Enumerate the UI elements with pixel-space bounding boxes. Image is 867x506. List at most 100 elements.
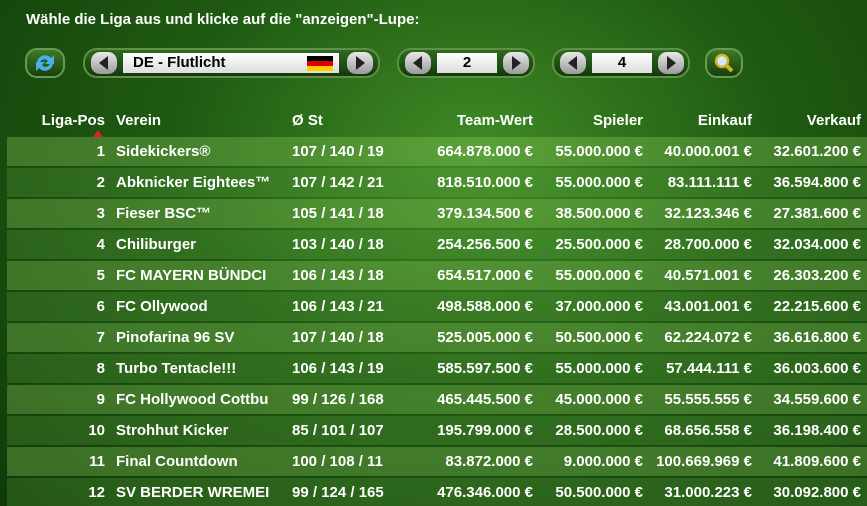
table-cell: 34.559.600 €	[773, 391, 861, 408]
column-header[interactable]: Spieler	[592, 112, 643, 129]
table-cell: 50.500.000 €	[555, 484, 643, 501]
next-button[interactable]	[658, 52, 684, 74]
table-cell: 68.656.558 €	[664, 422, 752, 439]
table-cell: 818.510.000 €	[437, 174, 533, 191]
table-cell: 57.444.111 €	[666, 360, 752, 377]
table-cell: 45.000.000 €	[555, 391, 643, 408]
table-cell: Fieser BSC™	[116, 205, 212, 222]
table-cell: 25.500.000 €	[555, 236, 643, 253]
column-header[interactable]: Liga-Pos	[41, 112, 105, 129]
table-cell: FC Hollywood Cottbu	[116, 391, 269, 408]
table-cell: 107 / 140 / 18	[292, 329, 384, 346]
selector-b[interactable]: 4	[552, 48, 690, 78]
table-cell: 55.000.000 €	[555, 174, 643, 191]
table-row[interactable]: 2 Abknicker Eightees™ 107 / 142 / 21 818.51…	[7, 168, 867, 197]
selector-a[interactable]: 2	[397, 48, 535, 78]
column-header[interactable]: Team-Wert	[456, 112, 533, 129]
table-row[interactable]: 3 Fieser BSC™ 105 / 141 / 18 379.134.500 € 3…	[7, 199, 867, 228]
table-cell: 9.000.000 €	[563, 453, 643, 470]
table-cell: SV BERDER WREMEI	[116, 484, 270, 501]
league-field[interactable]: DE - Flutlicht	[123, 53, 339, 73]
table-cell: Strohhut Kicker	[116, 422, 229, 439]
table-cell: 41.809.600 €	[773, 453, 861, 470]
table-cell: 100 / 108 / 11	[292, 453, 383, 470]
table-cell: 103 / 140 / 18	[292, 236, 384, 253]
table-cell: 106 / 143 / 19	[292, 360, 384, 377]
league-selector[interactable]: DE - Flutlicht	[83, 48, 380, 78]
table-cell: 106 / 143 / 21	[292, 298, 384, 315]
table-cell: FC MAYERN BÜNDCI	[116, 267, 267, 284]
instruction: Wähle die Liga aus und klicke auf die "a…	[26, 11, 420, 28]
next-button[interactable]	[503, 52, 529, 74]
table-cell: 55.000.000 €	[555, 143, 643, 160]
table-cell: 31.000.223 €	[664, 484, 752, 501]
table-cell: 107 / 140 / 19	[292, 143, 384, 160]
table-cell: 40.000.001 €	[664, 143, 752, 160]
table-row[interactable]: 9 FC Hollywood Cottbu 99 / 126 / 168 465.44…	[7, 385, 867, 414]
column-header[interactable]: Einkauf	[697, 112, 752, 129]
table-cell: Sidekickers®	[116, 143, 211, 160]
prev-button[interactable]	[91, 52, 117, 74]
table-cell: Pinofarina 96 SV	[116, 329, 235, 346]
table-cell: 30.092.800 €	[773, 484, 861, 501]
table-cell: 465.445.500 €	[437, 391, 533, 408]
table-cell: 37.000.000 €	[555, 298, 643, 315]
table-cell: 28.700.000 €	[664, 236, 752, 253]
table-cell: 36.003.600 €	[773, 360, 861, 377]
table-cell: 1	[96, 143, 105, 160]
table-cell: 654.517.000 €	[437, 267, 533, 284]
table-cell: Turbo Tentacle!!!	[116, 360, 237, 377]
next-button[interactable]	[347, 52, 373, 74]
table-cell: 22.215.600 €	[773, 298, 861, 315]
table-cell: 43.001.001 €	[664, 298, 752, 315]
table-cell: 106 / 143 / 18	[292, 267, 384, 284]
column-header[interactable]: Ø St	[292, 112, 323, 129]
table-row[interactable]: 4 Chiliburger 103 / 140 / 18 254.256.500 € 2…	[7, 230, 867, 259]
prev-button[interactable]	[560, 52, 586, 74]
column-header[interactable]: Verkauf	[806, 112, 861, 129]
table-cell: 40.571.001 €	[664, 267, 752, 284]
table-cell: 2	[96, 174, 105, 191]
selector-b-value: 4	[592, 53, 652, 73]
table-row[interactable]: 6 FC Ollywood 106 / 143 / 21 498.588.000 € 3…	[7, 292, 867, 321]
table-cell: 27.381.600 €	[773, 205, 861, 222]
table-cell: 55.555.555 €	[664, 391, 752, 408]
table-cell: 28.500.000 €	[555, 422, 643, 439]
table-cell: 7	[96, 329, 105, 346]
search-button[interactable]	[705, 48, 743, 78]
refresh-button[interactable]	[25, 48, 65, 78]
table-cell: 55.000.000 €	[555, 360, 643, 377]
table-cell: 12	[88, 484, 105, 501]
table-row[interactable]: 7 Pinofarina 96 SV 107 / 140 / 18 525.005.0…	[7, 323, 867, 352]
table-row[interactable]: 1 Sidekickers® 107 / 140 / 19 664.878.000 €…	[7, 137, 867, 166]
table-cell: 32.601.200 €	[773, 143, 861, 160]
column-header[interactable]: Verein	[116, 112, 162, 129]
table-cell: 4	[96, 236, 105, 253]
table-cell: 5	[96, 267, 105, 284]
table-cell: 99 / 124 / 165	[292, 484, 384, 501]
table-row[interactable]: 5 FC MAYERN BÜNDCI 106 / 143 / 18 654.517.0…	[7, 261, 867, 290]
sort-indicator	[93, 130, 103, 137]
table-cell: 38.500.000 €	[555, 205, 643, 222]
table-cell: FC Ollywood	[116, 298, 208, 315]
table-cell: 10	[88, 422, 105, 439]
table-cell: 26.303.200 €	[773, 267, 861, 284]
table-cell: 11	[89, 453, 105, 470]
table-cell: 100.669.969 €	[656, 453, 752, 470]
table-row[interactable]: 8 Turbo Tentacle!!! 106 / 143 / 19 585.597.…	[7, 354, 867, 383]
table-cell: 99 / 126 / 168	[292, 391, 384, 408]
table-cell: 498.588.000 €	[437, 298, 533, 315]
selector-a-value: 2	[437, 53, 497, 73]
table-cell: 107 / 142 / 21	[292, 174, 384, 191]
table-cell: 379.134.500 €	[437, 205, 533, 222]
table-row[interactable]: 11 Final Countdown 100 / 108 / 11 83.872.00…	[7, 447, 867, 476]
table-cell: 83.872.000 €	[445, 453, 533, 470]
search-icon	[714, 53, 734, 73]
prev-button[interactable]	[405, 52, 431, 74]
table-row[interactable]: 12 SV BERDER WREMEI 99 / 124 / 165 476.346.…	[7, 478, 867, 506]
table-cell: 50.500.000 €	[555, 329, 643, 346]
table-row[interactable]: 10 Strohhut Kicker 85 / 101 / 107 195.799.0…	[7, 416, 867, 445]
table-cell: 195.799.000 €	[437, 422, 533, 439]
flag-icon	[307, 56, 333, 71]
